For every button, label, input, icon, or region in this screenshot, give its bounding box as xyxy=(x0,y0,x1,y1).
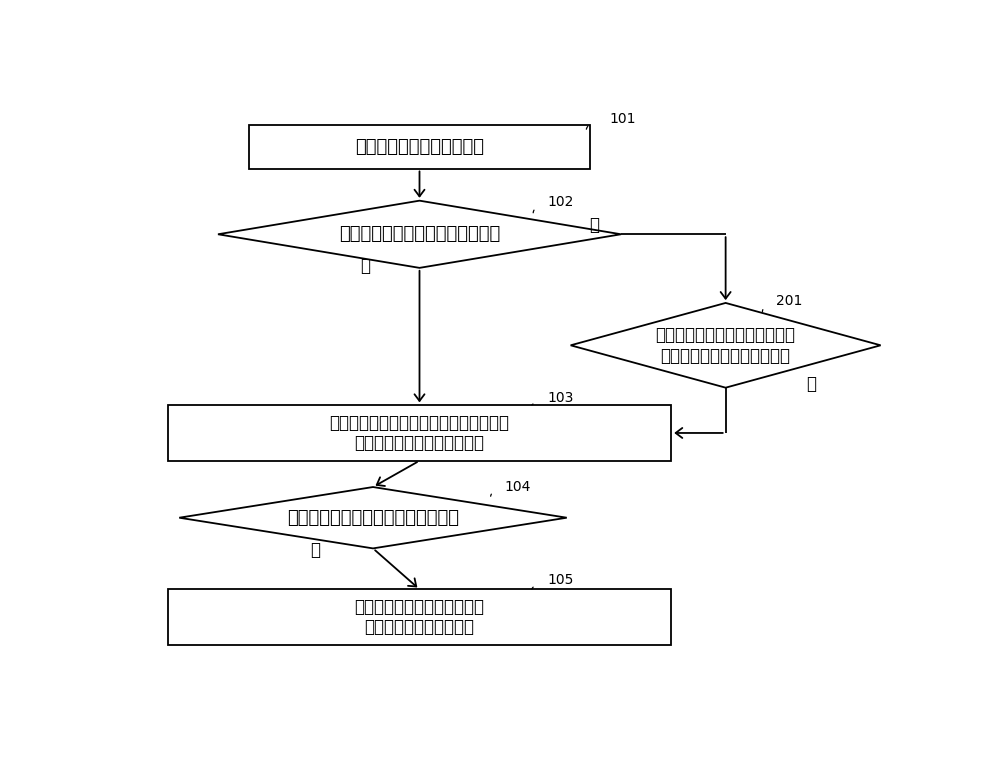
Polygon shape xyxy=(218,200,621,268)
Text: 104: 104 xyxy=(505,480,531,494)
Text: 判断当前工作模式为休眠模式，并对本次
进入休眠模式的时间进行计时: 判断当前工作模式为休眠模式，并对本次 进入休眠模式的时间进行计时 xyxy=(330,414,510,452)
Text: 是: 是 xyxy=(360,257,370,276)
Text: 否: 否 xyxy=(806,376,816,393)
Text: 检查计时时间是否达到第一预设时间: 检查计时时间是否达到第一预设时间 xyxy=(287,509,459,527)
Text: 检查输入信号中是否包含预设信号: 检查输入信号中是否包含预设信号 xyxy=(339,225,500,244)
Text: 检查在第二预设时间内是否接收
到驾乘人员对车辆的操作信号: 检查在第二预设时间内是否接收 到驾乘人员对车辆的操作信号 xyxy=(656,326,796,365)
Text: 否: 否 xyxy=(589,216,599,235)
Text: 102: 102 xyxy=(547,195,574,209)
Text: 获取车身控制器的输入信号: 获取车身控制器的输入信号 xyxy=(355,137,484,156)
Text: 控制唤醒信号检测电路导通、
非唤醒信号检测电路断开: 控制唤醒信号检测电路导通、 非唤醒信号检测电路断开 xyxy=(354,597,484,637)
Text: 201: 201 xyxy=(776,294,802,308)
Bar xyxy=(249,124,590,168)
Bar xyxy=(168,405,671,461)
Polygon shape xyxy=(179,487,567,549)
Polygon shape xyxy=(571,303,881,388)
Text: 103: 103 xyxy=(547,391,574,405)
Text: 101: 101 xyxy=(609,112,636,125)
Text: 是: 是 xyxy=(310,541,320,559)
Text: 105: 105 xyxy=(547,573,574,587)
Bar xyxy=(168,589,671,645)
